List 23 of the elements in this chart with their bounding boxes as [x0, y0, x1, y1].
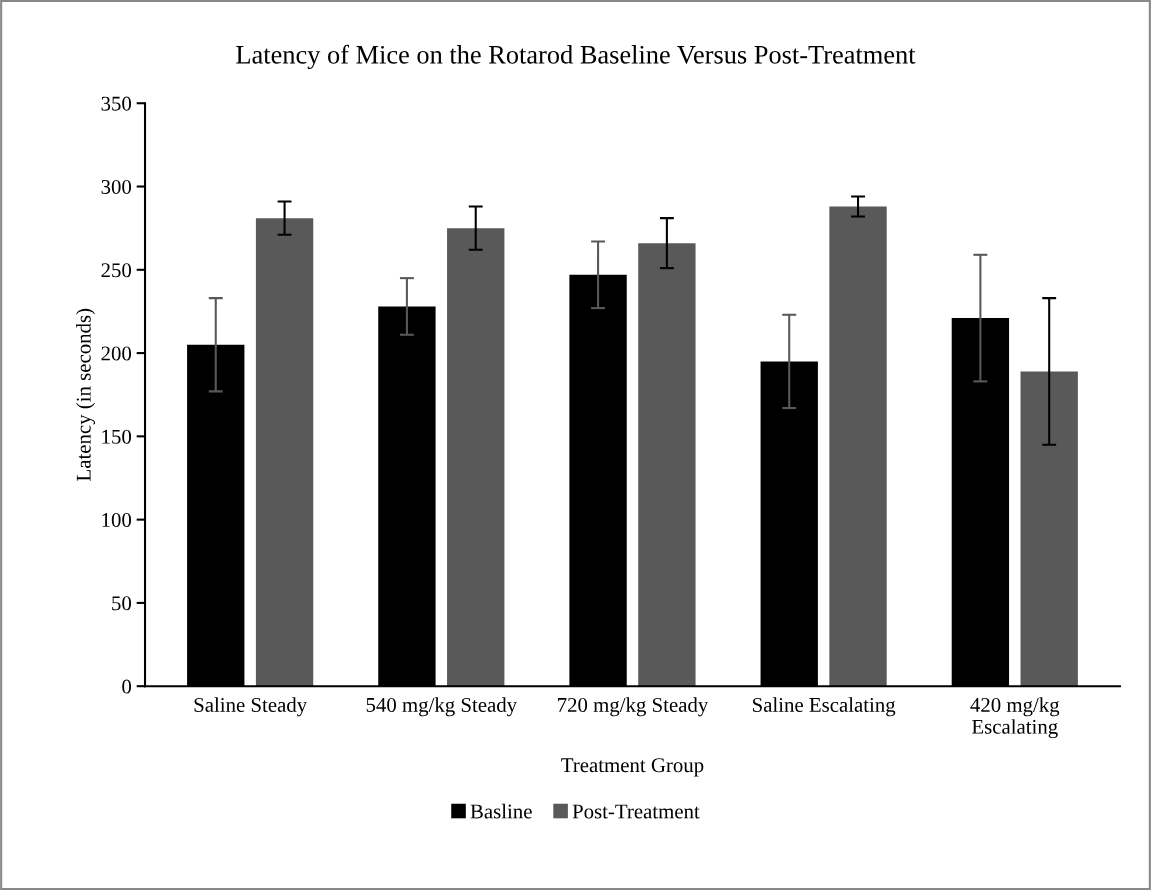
- x-tick-label: Saline Steady: [194, 697, 308, 717]
- bar: [447, 228, 505, 687]
- y-tick-label: 150: [102, 429, 132, 444]
- y-tick-label: 300: [101, 179, 132, 194]
- x-axis-title: Treatment Group: [561, 758, 704, 777]
- chart-title: Latency of Mice on the Rotarod Baseline Versus Post-Treatment: [236, 44, 916, 70]
- y-axis-title: Latency (in seconds): [76, 308, 96, 481]
- y-tick-label: 250: [101, 263, 132, 278]
- bar: [638, 243, 696, 687]
- y-tick-label: 350: [101, 96, 132, 111]
- bar: [1020, 371, 1078, 687]
- bar: [829, 206, 887, 687]
- x-tick-label: Saline Escalating: [753, 697, 896, 717]
- y-tick-label: 0: [122, 679, 132, 694]
- x-tick-label: 720 mg/kg Steady: [558, 697, 709, 717]
- legend-label: Post-Treatment: [572, 804, 700, 819]
- legend-label: Basline: [470, 803, 532, 819]
- y-tick-label: 50: [112, 596, 132, 611]
- x-tick-label: 540 mg/kg Steady: [366, 697, 518, 717]
- y-tick-label: 200: [101, 346, 132, 361]
- bar: [255, 218, 314, 687]
- x-tick-label: 420 mg/kg Escalating: [970, 697, 1060, 739]
- y-tick-label: 100: [102, 513, 132, 528]
